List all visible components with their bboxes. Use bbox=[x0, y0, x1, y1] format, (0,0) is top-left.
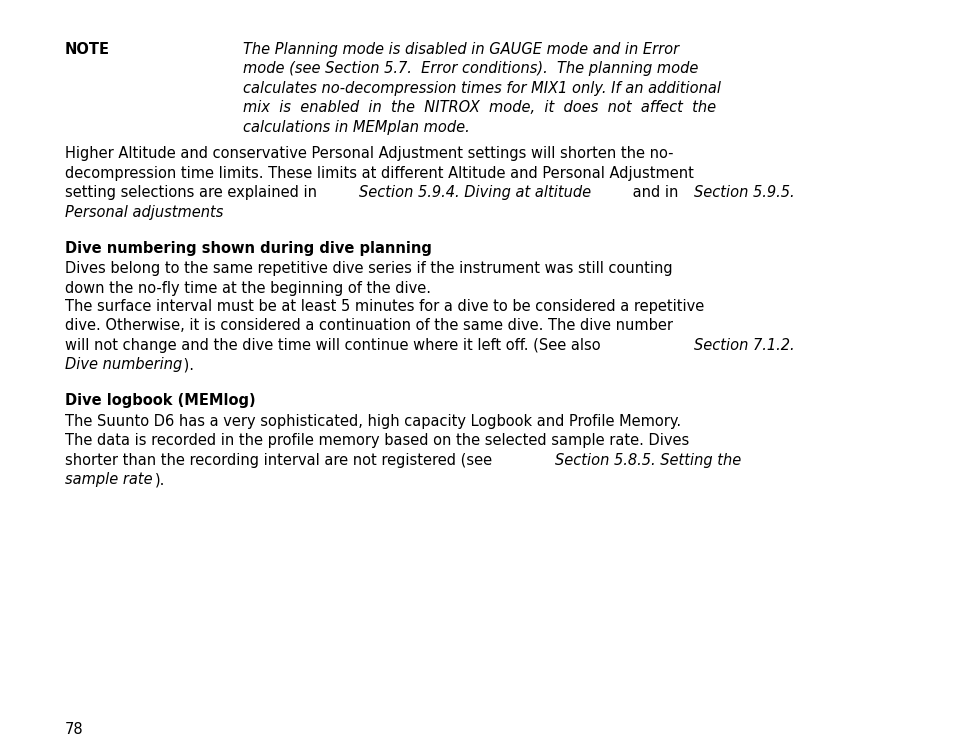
Text: ).: ). bbox=[154, 472, 165, 487]
Text: Dives belong to the same repetitive dive series if the instrument was still coun: Dives belong to the same repetitive dive… bbox=[65, 262, 672, 277]
Text: Section 5.9.4. Diving at altitude: Section 5.9.4. Diving at altitude bbox=[358, 185, 590, 200]
Text: Section 5.9.5.: Section 5.9.5. bbox=[693, 185, 794, 200]
Text: Section 5.8.5. Setting the: Section 5.8.5. Setting the bbox=[555, 453, 740, 468]
Text: Personal adjustments: Personal adjustments bbox=[65, 205, 223, 220]
Text: Dive numbering shown during dive planning: Dive numbering shown during dive plannin… bbox=[65, 241, 432, 256]
Text: Dive logbook (MEMlog): Dive logbook (MEMlog) bbox=[65, 393, 255, 408]
Text: Dive numbering: Dive numbering bbox=[65, 357, 182, 372]
Text: and in: and in bbox=[628, 185, 682, 200]
Text: will not change and the dive time will continue where it left off. (See also: will not change and the dive time will c… bbox=[65, 338, 604, 352]
Text: Higher Altitude and conservative Personal Adjustment settings will shorten the n: Higher Altitude and conservative Persona… bbox=[65, 147, 673, 161]
Text: sample rate: sample rate bbox=[65, 472, 152, 487]
Text: shorter than the recording interval are not registered (see: shorter than the recording interval are … bbox=[65, 453, 497, 468]
Text: mix  is  enabled  in  the  NITROX  mode,  it  does  not  affect  the: mix is enabled in the NITROX mode, it do… bbox=[243, 100, 716, 115]
Text: down the no-fly time at the beginning of the dive.: down the no-fly time at the beginning of… bbox=[65, 281, 431, 296]
Text: The Planning mode is disabled in GAUGE mode and in Error: The Planning mode is disabled in GAUGE m… bbox=[243, 42, 679, 57]
Text: NOTE: NOTE bbox=[65, 42, 110, 57]
Text: The data is recorded in the profile memory based on the selected sample rate. Di: The data is recorded in the profile memo… bbox=[65, 433, 688, 448]
Text: Section 7.1.2.: Section 7.1.2. bbox=[693, 338, 794, 352]
Text: dive. Otherwise, it is considered a continuation of the same dive. The dive numb: dive. Otherwise, it is considered a cont… bbox=[65, 318, 672, 333]
Text: decompression time limits. These limits at different Altitude and Personal Adjus: decompression time limits. These limits … bbox=[65, 166, 693, 181]
Text: setting selections are explained in: setting selections are explained in bbox=[65, 185, 321, 200]
Text: ).: ). bbox=[179, 357, 194, 372]
Text: The surface interval must be at least 5 minutes for a dive to be considered a re: The surface interval must be at least 5 … bbox=[65, 299, 703, 314]
Text: calculates no-decompression times for MIX1 only. If an additional: calculates no-decompression times for MI… bbox=[243, 81, 720, 95]
Text: The Suunto D6 has a very sophisticated, high capacity Logbook and Profile Memory: The Suunto D6 has a very sophisticated, … bbox=[65, 414, 680, 429]
Text: 78: 78 bbox=[65, 722, 84, 737]
Text: mode (see Section 5.7.  Error conditions).  The planning mode: mode (see Section 5.7. Error conditions)… bbox=[243, 61, 698, 76]
Text: calculations in MEMplan mode.: calculations in MEMplan mode. bbox=[243, 119, 470, 135]
